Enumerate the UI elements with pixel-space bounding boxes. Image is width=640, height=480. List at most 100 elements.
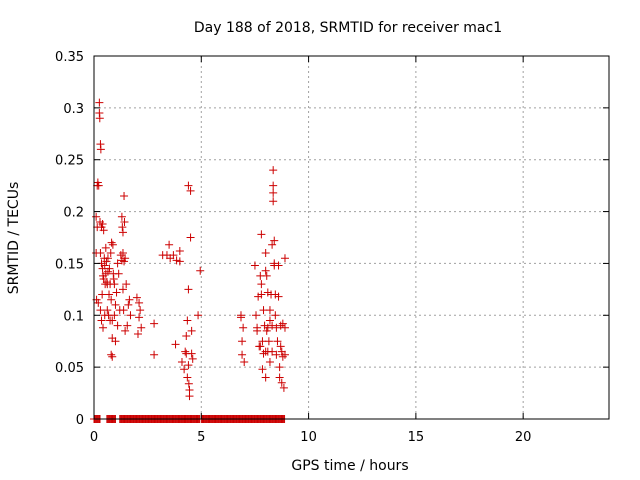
data-point — [273, 337, 282, 346]
data-point — [271, 311, 280, 320]
data-point — [261, 266, 270, 275]
data-point — [253, 326, 262, 335]
data-point — [109, 274, 118, 283]
data-point — [125, 295, 134, 304]
x-tick-label: 20 — [515, 430, 532, 445]
data-point — [184, 361, 193, 370]
data-point — [240, 357, 249, 366]
data-point — [187, 349, 196, 358]
data-point — [256, 342, 265, 351]
data-point — [135, 313, 144, 322]
data-point — [116, 251, 125, 260]
data-point — [270, 236, 279, 245]
data-point — [275, 373, 284, 382]
data-point — [105, 290, 114, 299]
data-point — [106, 249, 115, 258]
data-point — [150, 319, 159, 328]
data-point — [121, 326, 130, 335]
data-point — [187, 326, 196, 335]
data-point — [108, 316, 117, 325]
y-tick-label: 0.2 — [63, 206, 84, 221]
data-point — [239, 323, 248, 332]
data-point — [272, 323, 281, 332]
data-point — [96, 145, 105, 154]
data-point — [175, 246, 184, 255]
data-point — [175, 257, 184, 266]
data-point — [184, 285, 193, 294]
data-point — [111, 300, 120, 309]
chart-title: Day 188 of 2018, SRMTID for receiver mac… — [194, 20, 502, 36]
data-point — [101, 269, 110, 278]
data-point — [280, 254, 289, 263]
data-point — [278, 352, 287, 361]
data-point — [238, 337, 247, 346]
data-point — [114, 269, 123, 278]
data-point — [236, 313, 245, 322]
data-point — [103, 306, 112, 315]
data-point — [184, 379, 193, 388]
y-axis-label: SRMTID / TECUs — [6, 182, 22, 295]
data-point — [94, 298, 103, 307]
data-point — [101, 243, 110, 252]
data-point — [269, 197, 278, 206]
data-point — [110, 311, 119, 320]
data-point — [132, 293, 141, 302]
data-point — [279, 383, 288, 392]
data-point — [99, 323, 108, 332]
data-point — [119, 306, 128, 315]
y-tick-label: 0.1 — [63, 309, 84, 324]
data-point — [96, 249, 105, 258]
data-point — [92, 212, 101, 221]
data-point — [118, 249, 127, 258]
data-point — [265, 357, 274, 366]
x-tick-label: 10 — [300, 430, 317, 445]
data-point — [261, 373, 270, 382]
data-point — [110, 280, 119, 289]
data-point — [137, 323, 146, 332]
data-point — [121, 254, 130, 263]
data-point — [105, 264, 114, 273]
data-point — [276, 342, 285, 351]
data-point — [108, 352, 117, 361]
data-point — [184, 181, 193, 190]
data-point — [274, 261, 283, 270]
data-point — [123, 321, 132, 330]
data-point — [165, 240, 174, 249]
data-point — [136, 306, 145, 315]
data-point — [95, 98, 104, 107]
data-point — [111, 337, 120, 346]
data-point — [118, 228, 127, 237]
plot-frame — [93, 55, 610, 420]
data-point — [186, 186, 195, 195]
data-point — [96, 306, 105, 315]
data-point — [180, 365, 189, 374]
data-point — [262, 271, 271, 280]
y-tick-label: 0.05 — [55, 361, 84, 376]
data-point — [103, 254, 112, 263]
data-point — [194, 311, 203, 320]
data-point — [169, 251, 178, 260]
data-point — [274, 292, 283, 301]
x-axis-label: GPS time / hours — [291, 458, 408, 474]
data-point — [181, 347, 190, 356]
data-point — [107, 350, 116, 359]
data-point — [182, 332, 191, 341]
data-point — [117, 256, 126, 265]
data-point — [177, 357, 186, 366]
data-point — [118, 223, 127, 232]
data-point — [263, 288, 272, 297]
data-point — [124, 300, 133, 309]
data-point — [277, 378, 286, 387]
grid-lines — [94, 56, 609, 419]
data-point — [272, 350, 281, 359]
axis-ticks — [93, 55, 609, 420]
data-point — [196, 266, 205, 275]
data-marks — [90, 98, 289, 423]
data-point — [280, 350, 289, 359]
data-point — [122, 280, 131, 289]
data-point — [183, 316, 192, 325]
data-point — [94, 181, 103, 190]
data-point — [276, 321, 285, 330]
data-point — [280, 323, 289, 332]
data-point — [117, 212, 126, 221]
